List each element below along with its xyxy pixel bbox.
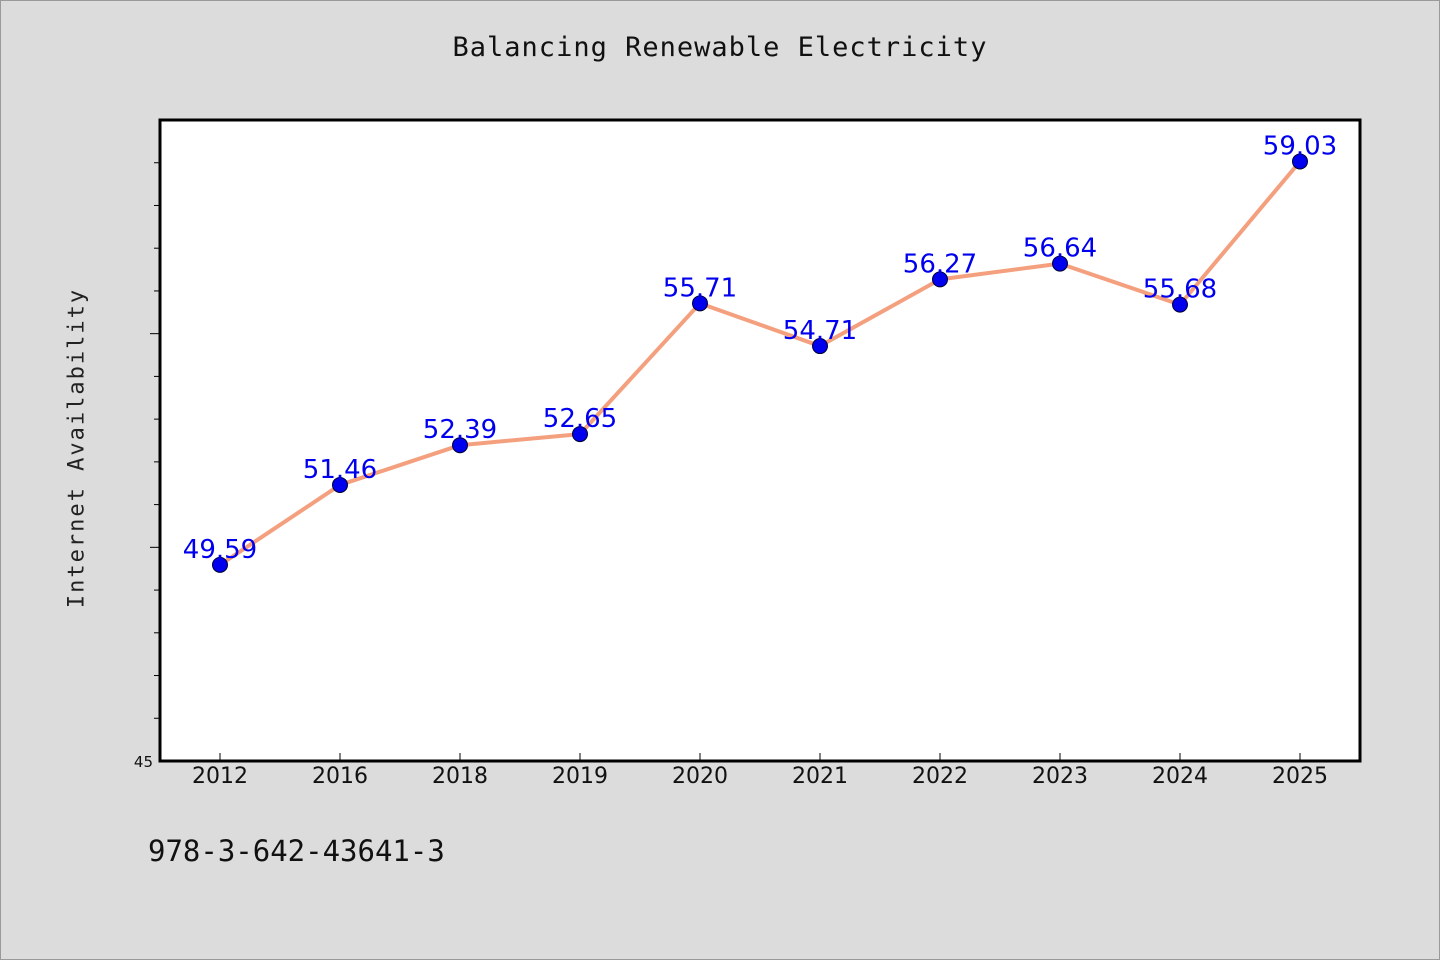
data-point: [1292, 153, 1308, 170]
data-point: [572, 426, 588, 443]
x-tick-label: 2012: [192, 764, 248, 789]
series-line: [218, 159, 1302, 567]
data-label: 59.03: [1263, 131, 1337, 161]
chart-title: Balancing Renewable Electricity: [452, 32, 988, 63]
data-labels: 49.59 51.46 52.39 52.65 55.71 54.71 56.27 56.64…: [183, 131, 1337, 564]
data-label: 54.71: [783, 316, 857, 346]
data-label: 52.39: [423, 415, 497, 445]
x-tick-label: 2023: [1032, 764, 1088, 789]
x-tick-label: 2019: [552, 764, 608, 789]
x-tick-label: 2016: [312, 764, 368, 789]
data-point: [1172, 296, 1188, 313]
data-point: [452, 437, 468, 454]
data-point: [332, 476, 348, 493]
data-label: 49.59: [183, 535, 257, 565]
x-tick-label: 2024: [1152, 764, 1208, 789]
data-point: [212, 556, 228, 573]
y-axis-ticks: 45: [134, 162, 160, 771]
series-group: [212, 153, 1308, 573]
data-label: 52.65: [543, 404, 617, 434]
plot-area: [158, 118, 1362, 763]
data-label: 56.64: [1023, 234, 1097, 264]
x-tick-label: 2021: [792, 764, 848, 789]
data-label: 51.46: [303, 455, 377, 485]
x-tick-label: 2022: [912, 764, 968, 789]
data-point: [932, 271, 948, 288]
data-point: [812, 338, 828, 355]
data-point: [692, 295, 708, 312]
x-axis-ticks: 2012 2016 2018 2019 2020 2021 2022 2023 2024 2025: [192, 753, 1328, 789]
x-tick-label: 2018: [432, 764, 488, 789]
y-tick-label: 45: [134, 753, 153, 771]
isbn-code: 978-3-642-43641-3: [148, 834, 445, 868]
data-point: [1052, 255, 1068, 272]
data-label: 55.68: [1143, 275, 1217, 305]
x-tick-label: 2020: [672, 764, 728, 789]
data-label: 55.71: [663, 273, 737, 303]
x-tick-label: 2025: [1272, 764, 1328, 789]
data-label: 56.27: [903, 249, 977, 279]
